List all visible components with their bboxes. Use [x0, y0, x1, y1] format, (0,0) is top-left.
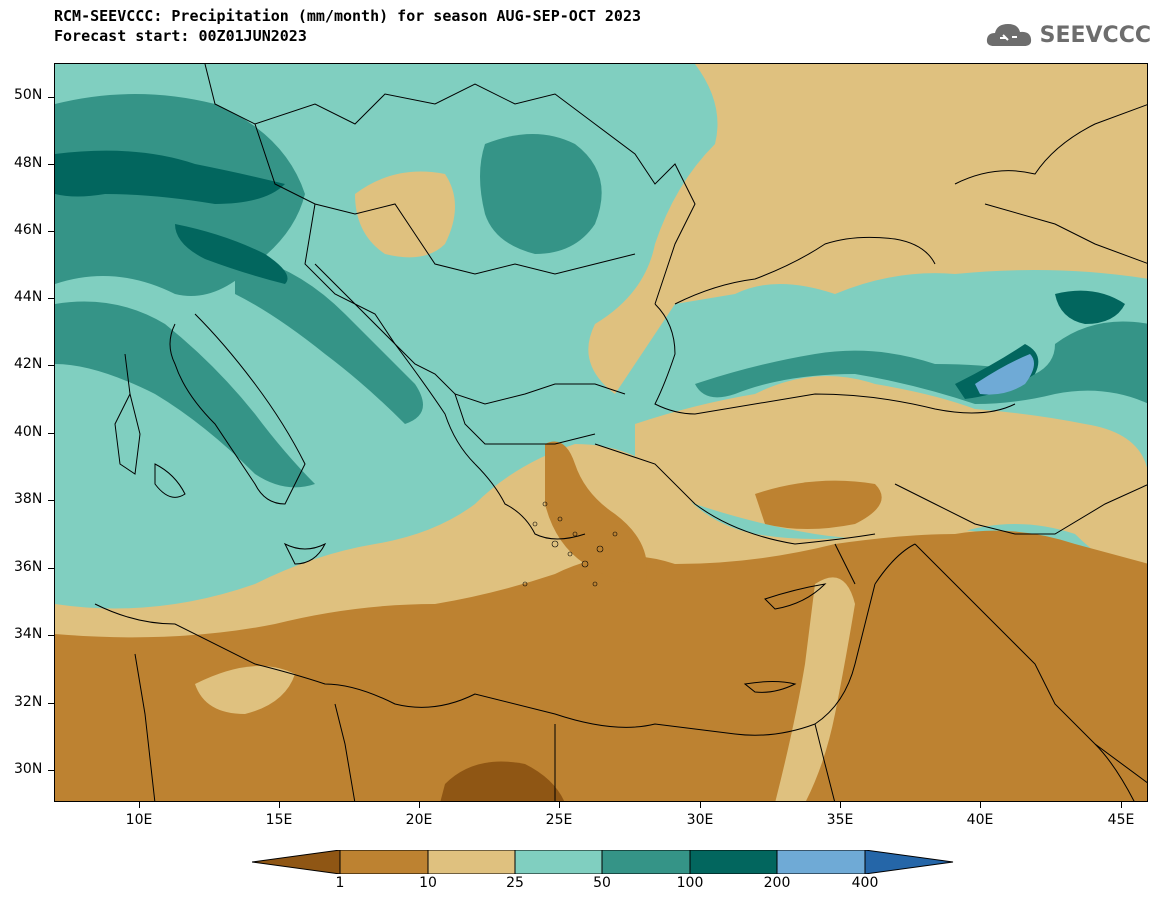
lat-label-42n: 42N: [14, 356, 43, 372]
lon-label-25e: 25E: [545, 812, 573, 828]
field-100-200-alps: [55, 150, 285, 204]
field-10-25-levant: [775, 577, 855, 801]
logo-text: SEEVCCC: [1039, 22, 1151, 48]
colorbar-label-400: 400: [851, 875, 879, 891]
field-10-25-northeast: [588, 64, 1147, 394]
lat-label-34n: 34N: [14, 626, 43, 642]
colorbar-label-25: 25: [506, 875, 524, 891]
colorbar-segment-25-50: [514, 850, 603, 874]
lon-label-15e: 15E: [265, 812, 293, 828]
field-100-200-caucasus: [1055, 290, 1125, 324]
field-10-25-pannonia: [355, 171, 455, 258]
lat-label-38n: 38N: [14, 491, 43, 507]
lon-label-35e: 35E: [826, 812, 854, 828]
field-1-10-anatolia: [755, 480, 882, 529]
lat-label-32n: 32N: [14, 694, 43, 710]
aegean-islands: [522, 501, 618, 587]
lat-label-44n: 44N: [14, 289, 43, 305]
precipitation-field: [55, 64, 1147, 801]
cloud-icon: [986, 24, 1031, 46]
field-50-100-dinaric: [235, 254, 423, 424]
lat-label-36n: 36N: [14, 559, 43, 575]
lat-label-30n: 30N: [14, 761, 43, 777]
map-title: RCM-SEEVCCC: Precipitation (mm/month) fo…: [54, 6, 641, 46]
colorbar-segment-50-100: [601, 850, 691, 874]
title-line-2: Forecast start: 00Z01JUN2023: [54, 27, 307, 45]
field-50-100-pontic: [695, 321, 1147, 404]
lat-label-48n: 48N: [14, 155, 43, 171]
field-1-10-aegean: [545, 441, 647, 584]
colorbar-segment-10-25: [427, 850, 516, 874]
field-50-100-italy: [55, 301, 315, 488]
title-line-1: RCM-SEEVCCC: Precipitation (mm/month) fo…: [54, 7, 641, 25]
coastlines-borders: [94, 64, 1147, 801]
lon-label-30e: 30E: [686, 812, 714, 828]
field-1-10-south: [55, 530, 1147, 801]
lon-label-10e: 10E: [125, 812, 153, 828]
colorbar: [252, 850, 954, 874]
field-below-1: [440, 761, 565, 801]
colorbar-label-100: 100: [676, 875, 704, 891]
lat-label-50n: 50N: [14, 87, 43, 103]
field-50-100-carpathians: [480, 134, 602, 254]
colorbar-label-50: 50: [593, 875, 611, 891]
lat-label-46n: 46N: [14, 222, 43, 238]
colorbar-segment-100-200: [689, 850, 778, 874]
colorbar-label-1: 1: [335, 875, 345, 891]
lon-label-40e: 40E: [966, 812, 994, 828]
colorbar-label-10: 10: [419, 875, 437, 891]
colorbar-arrow-low: [252, 850, 341, 874]
field-200-400: [975, 354, 1034, 395]
field-10-25-libya: [195, 666, 295, 714]
precipitation-map: [54, 63, 1148, 802]
seevccc-logo: SEEVCCC: [984, 20, 1151, 50]
colorbar-arrow-high: [864, 850, 954, 874]
lon-label-45e: 45E: [1107, 812, 1135, 828]
colorbar-label-200: 200: [763, 875, 791, 891]
colorbar-segment-200-400: [776, 850, 866, 874]
lon-label-20e: 20E: [405, 812, 433, 828]
colorbar-segment-1-10: [339, 850, 429, 874]
field-10-25-anatolia: [635, 376, 1147, 584]
field-100-200-dolomites: [175, 224, 288, 284]
lat-label-40n: 40N: [14, 424, 43, 440]
